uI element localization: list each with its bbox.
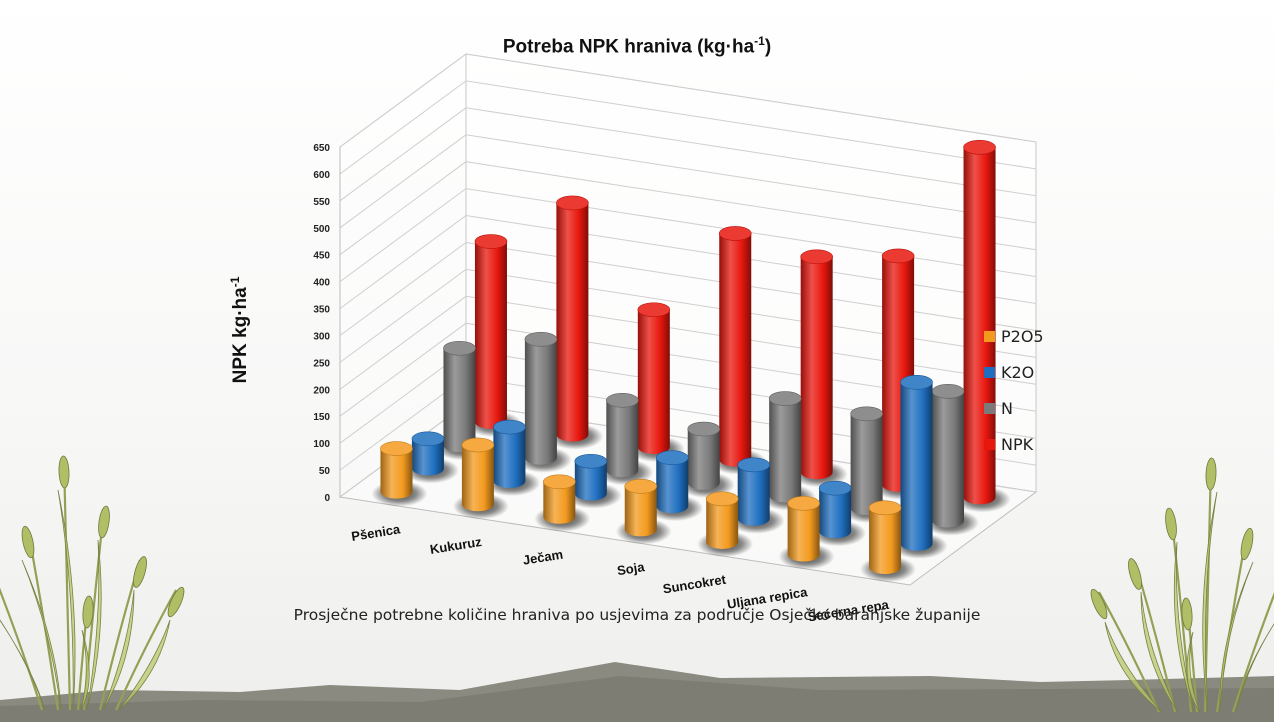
gridlines xyxy=(339,53,1037,498)
y-tick-label: 600 xyxy=(313,170,330,181)
bar-N-6 xyxy=(923,384,980,536)
legend-label: NPK xyxy=(1001,434,1034,454)
bar-K2O-2 xyxy=(565,453,622,509)
bar-K2O-3 xyxy=(647,450,704,522)
bar-P2O5-4 xyxy=(697,491,754,557)
legend-swatch xyxy=(984,438,995,450)
bar-K2O-6 xyxy=(891,375,948,559)
gridline xyxy=(339,134,1037,229)
y-tick-label: 0 xyxy=(324,493,330,504)
y-tick-label: 150 xyxy=(313,412,330,423)
x-tick-label: Soja xyxy=(616,559,646,578)
y-tick-label: 250 xyxy=(313,358,330,369)
wheat-plant-left xyxy=(0,455,185,711)
legend-swatch xyxy=(984,366,995,378)
gridline xyxy=(339,188,1037,283)
bars xyxy=(371,140,1011,583)
chart-title: Potreba NPK hraniva (kg·ha-1) xyxy=(502,34,772,58)
bar-P2O5-5 xyxy=(778,496,835,570)
bar-P2O5-0 xyxy=(371,441,428,507)
gridline xyxy=(339,322,1037,417)
y-tick-label: 650 xyxy=(313,143,330,154)
bar-P2O5-2 xyxy=(534,474,591,532)
y-tick-label: 300 xyxy=(313,331,330,342)
legend-item: P2O5 xyxy=(984,318,1044,354)
bar-P2O5-1 xyxy=(452,437,509,520)
bar-K2O-1 xyxy=(484,419,541,496)
x-tick-label: Kukuruz xyxy=(429,534,483,557)
y-tick-label: 50 xyxy=(319,466,331,477)
legend-swatch xyxy=(984,330,995,342)
y-tick-label: 350 xyxy=(313,305,330,316)
legend-label: N xyxy=(1001,398,1013,418)
x-tick-label: Pšenica xyxy=(350,521,402,544)
legend-item: NPK xyxy=(984,426,1044,462)
gridline xyxy=(339,268,1037,363)
legend-item: N xyxy=(984,390,1044,426)
legend-swatch xyxy=(984,402,995,414)
y-tick-label: 500 xyxy=(313,224,330,235)
gridline xyxy=(339,241,1037,336)
bar-NPK-6 xyxy=(954,140,1011,513)
chart-caption: Prosječne potrebne količine hraniva po u… xyxy=(293,606,981,624)
bar-K2O-0 xyxy=(402,431,459,484)
bar-P2O5-3 xyxy=(615,478,672,545)
legend: P2O5 K2O N NPK xyxy=(984,318,1044,462)
bar-N-1 xyxy=(515,331,572,473)
bar-NPK-4 xyxy=(791,249,848,488)
gridline xyxy=(339,80,1037,175)
bar-K2O-4 xyxy=(728,457,785,534)
legend-label: K2O xyxy=(1001,362,1035,382)
y-tick-label: 200 xyxy=(313,385,330,396)
decoration xyxy=(0,455,1274,722)
y-tick-label: 100 xyxy=(313,439,330,450)
gridline xyxy=(339,295,1037,390)
gridline xyxy=(339,53,1037,148)
x-tick-label: Suncokret xyxy=(662,572,728,597)
bar-P2O5-6 xyxy=(860,500,917,583)
gridline xyxy=(339,214,1037,309)
bar-N-2 xyxy=(597,393,654,486)
legend-label: P2O5 xyxy=(1001,326,1044,346)
wheat-plant-right xyxy=(1090,457,1274,713)
x-tick-label: Ječam xyxy=(522,547,564,568)
y-tick-label: 550 xyxy=(313,197,330,208)
bar-NPK-1 xyxy=(547,195,604,450)
bar-N-3 xyxy=(678,421,735,498)
y-tick-label: 450 xyxy=(313,251,330,262)
y-axis-label: NPK kg·ha-1 xyxy=(227,276,252,384)
bar-K2O-5 xyxy=(810,480,867,547)
gridline xyxy=(339,107,1037,202)
legend-item: K2O xyxy=(984,354,1044,390)
y-tick-labels: 0 50 100 150 200 250 300 350 400 450 500 550 600 650 xyxy=(313,143,330,504)
y-tick-label: 400 xyxy=(313,278,330,289)
gridline xyxy=(339,161,1037,256)
